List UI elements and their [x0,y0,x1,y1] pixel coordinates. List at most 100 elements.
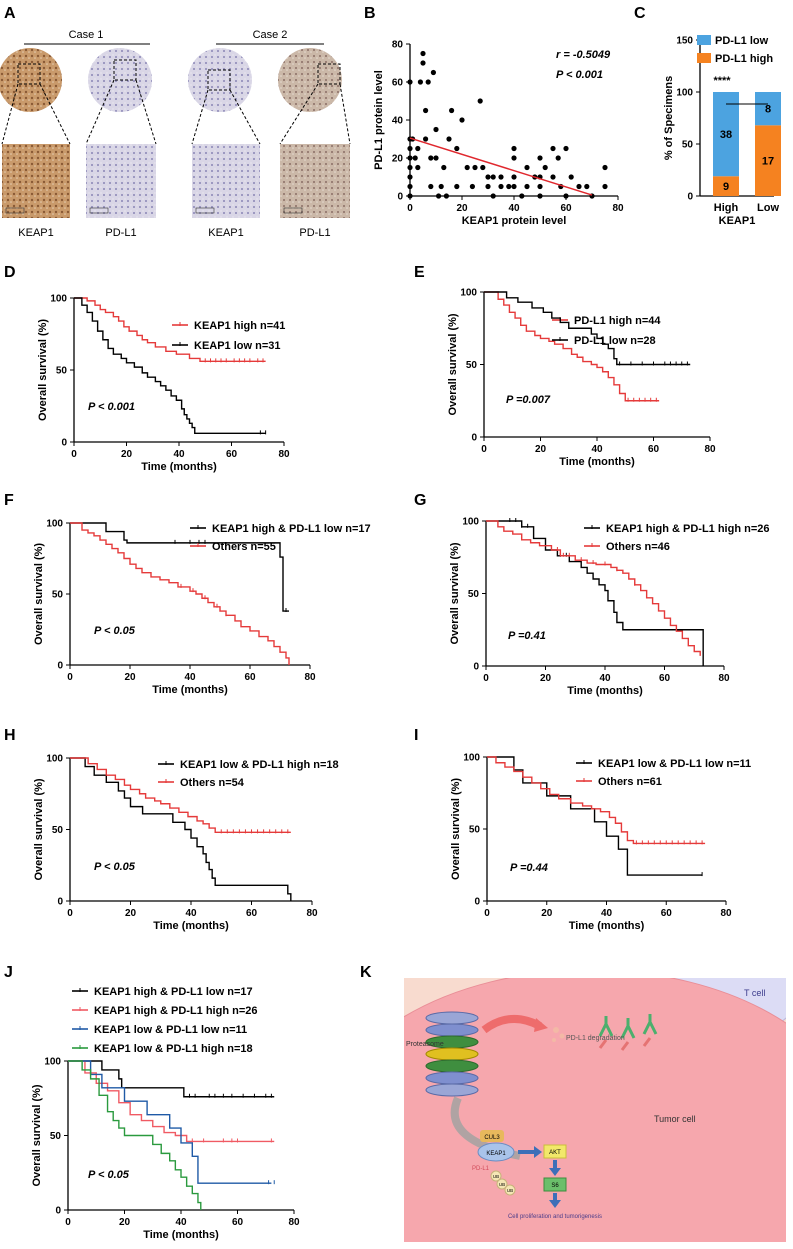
y-axis-label-H: Overall survival (%) [33,778,45,880]
x-tick-label-J: 60 [232,1217,244,1228]
scatter-point [407,193,413,199]
legend-label: KEAP1 low n=31 [194,340,281,352]
km-curve [484,291,660,402]
scatter-point [449,107,455,114]
scatter-point [511,155,517,161]
panel-a: Case 1 Case 2 KEAP1 PD-L1 KEAP1 PD-L1 [0,29,351,239]
ihc-core-case2-pdl1 [278,48,342,112]
scatter-point [498,183,504,190]
km-curve [74,297,266,435]
scatter-point [555,155,561,161]
scatter-point [459,117,465,123]
x-axis-label-E: Time (months) [559,456,635,468]
y-tick-label-B: 60 [392,78,404,89]
ub-label-1: UB [493,1174,499,1179]
km-curve [487,756,706,845]
y-tick-label-B: 20 [392,154,404,165]
scatter-point [446,136,452,142]
x-tick-label-G: 40 [599,673,611,684]
y-axis-label-D: Overall survival (%) [37,319,49,421]
ihc-core-case2-keap1 [188,48,252,112]
panel-letter-k: K [360,964,372,981]
km-curve [68,1060,275,1143]
scatter-point [407,174,413,180]
x-tick-label-C: Low [757,202,779,214]
legend-label: PD-L1 low n=28 [574,335,656,347]
scatter-point [490,174,496,180]
scatter-point [542,164,548,171]
km-curve [74,297,266,363]
legend-label: KEAP1 high n=41 [194,320,285,332]
panel-i-km: 0 50 100 0 20 40 60 80 Time (months) Overall surv… [450,753,751,933]
scatter-point [407,183,413,190]
legend-label: KEAP1 low & PD-L1 low n=11 [94,1024,247,1036]
proteasome-icon [425,1011,479,1097]
y-tick-label-B: 40 [392,116,404,127]
panel-letter-i: I [414,727,418,744]
bar-label: 8 [765,104,771,116]
ub-label-3: UB [507,1188,513,1193]
scatter-point [511,145,517,152]
ihc-label-4: PD-L1 [299,227,330,239]
panel-letter-h: H [4,727,16,744]
x-axis-label-J: Time (months) [143,1229,219,1241]
ub-chain [490,1170,516,1196]
x-tick-label-D: 60 [226,449,238,460]
scatter-point [443,193,449,199]
bar-label: 9 [723,181,729,193]
legend-label: KEAP1 low & PD-L1 low n=11 [598,758,751,770]
scatter-point [420,60,426,66]
x-tick-label-D: 80 [278,449,290,460]
receptor-icons [598,1014,658,1039]
y-tick-label-D: 50 [56,366,68,377]
p-value-label: P < 0.001 [88,401,135,413]
panel-b-p: P < 0.001 [556,69,603,81]
x-axis-label-I: Time (months) [569,920,645,932]
y-tick-label-D: 0 [61,438,67,449]
scatter-point [498,174,504,180]
x-tick-label-J: 20 [119,1217,131,1228]
y-axis-label-B: PD-L1 protein level [373,70,385,170]
x-tick-label-D: 0 [71,449,77,460]
x-tick-label-F: 0 [67,672,73,683]
scatter-point [511,174,517,180]
x-tick-label-H: 0 [67,908,73,919]
legend-swatch [697,35,711,45]
bar-segment [755,92,781,126]
scatter-point [425,79,431,85]
bar-label: 38 [720,129,732,141]
panel-letter-f: F [4,492,14,509]
y-tick-label-I: 50 [469,825,481,836]
keap1-label: KEAP1 [486,1151,506,1157]
scatter-point [412,155,418,161]
bar-segment [755,125,781,196]
x-axis-label-C: KEAP1 [719,215,756,227]
y-tick-label-G: 100 [462,517,479,528]
p-value-label: P < 0.05 [94,625,136,637]
panel-g-km: 0 50 100 0 20 40 60 80 Time (months) Overall surv… [449,517,770,698]
y-tick-label-B: 80 [392,40,404,51]
legend-label: KEAP1 low & PD-L1 high n=18 [94,1043,253,1055]
panel-letter-d: D [4,264,16,281]
y-tick-label-J: 0 [55,1206,61,1217]
x-tick-label-I: 20 [541,908,553,919]
scatter-point [472,164,478,171]
km-curve [70,757,291,834]
panel-k-schematic: T cell Proteasome PD-L1 degradation Tumo… [404,978,786,1242]
y-axis-label-I: Overall survival (%) [450,778,462,880]
ihc-zoom-case1-keap1 [2,144,70,218]
panel-letter-b: B [364,5,376,22]
pdl1-label: PD-L1 [472,1166,490,1172]
panel-f-km: 0 50 100 0 20 40 60 80 Time (months) Overall surv… [33,519,371,697]
panel-b-r: r = -0.5049 [556,49,611,61]
scatter-point [415,164,421,171]
y-axis-label-F: Overall survival (%) [33,543,45,645]
scatter-point [464,164,470,171]
panel-d-km: 0 50 100 0 20 40 60 80 Time (months) Overall surv… [37,294,290,474]
scatter-point [490,193,496,199]
legend-label: PD-L1 high [715,53,773,65]
panel-c-bar: 0 50 100 150 KEAP1 % of Specimens 9 38 High 17 8 Lo… [663,35,781,227]
y-tick-label-D: 100 [50,294,67,305]
ihc-label-3: KEAP1 [208,227,243,239]
